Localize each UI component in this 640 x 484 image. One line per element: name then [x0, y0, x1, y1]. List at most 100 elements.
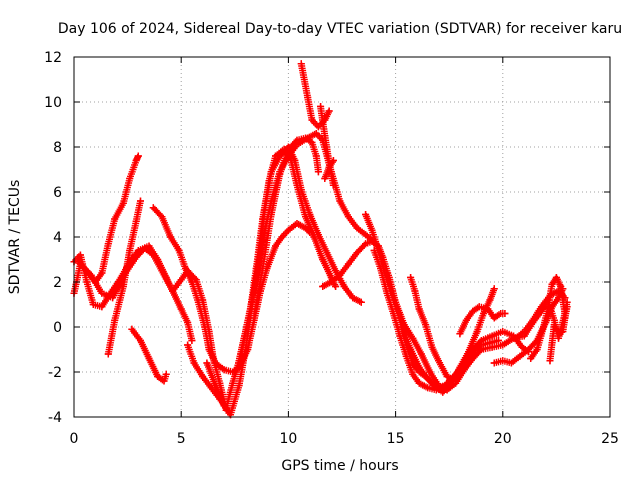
data-point — [323, 249, 331, 257]
data-point — [104, 240, 112, 248]
data-point — [89, 301, 97, 308]
data-point — [160, 377, 168, 385]
y-tick-label: 2 — [53, 275, 62, 291]
data-point — [134, 247, 142, 254]
data-point — [546, 357, 554, 365]
series-track-17 — [383, 269, 533, 392]
data-point — [557, 283, 565, 290]
series-track-24 — [546, 303, 571, 365]
data-point — [291, 157, 299, 164]
data-point — [377, 265, 385, 272]
data-point — [242, 328, 250, 335]
data-point — [188, 337, 196, 344]
data-point — [278, 233, 286, 241]
data-point — [325, 107, 333, 115]
data-point — [329, 181, 337, 189]
data-point — [134, 152, 142, 160]
series-track-11 — [297, 60, 333, 131]
data-point — [490, 285, 498, 293]
data-point — [111, 215, 119, 223]
data-point — [525, 346, 533, 353]
data-point — [488, 343, 496, 351]
data-point — [407, 274, 415, 281]
data-point — [340, 283, 348, 290]
data-point — [475, 303, 483, 311]
data-point — [119, 283, 127, 290]
data-point — [477, 337, 485, 344]
data-point — [428, 343, 436, 351]
data-point — [284, 145, 292, 153]
data-point — [297, 60, 305, 68]
data-point — [297, 186, 305, 194]
data-point — [74, 258, 82, 266]
data-point — [332, 283, 340, 290]
data-point — [312, 152, 320, 160]
data-point — [177, 305, 185, 313]
data-point — [259, 238, 267, 245]
series-track-10 — [250, 134, 322, 320]
series-track-4 — [104, 197, 144, 358]
data-point — [533, 346, 541, 353]
data-point — [302, 224, 310, 232]
data-point — [149, 204, 157, 212]
data-point — [424, 384, 432, 392]
data-point — [175, 247, 183, 254]
x-tick-label: 15 — [387, 431, 405, 447]
data-point — [407, 346, 415, 353]
data-point — [98, 269, 106, 277]
y-tick-label: -2 — [48, 365, 62, 381]
data-point — [267, 211, 275, 218]
data-point — [314, 168, 322, 176]
data-point — [212, 382, 220, 389]
data-point — [203, 359, 211, 367]
data-point — [357, 298, 365, 306]
x-tick-label: 25 — [601, 431, 619, 447]
data-point — [516, 352, 524, 360]
data-point — [158, 213, 166, 221]
data-point — [169, 287, 177, 295]
data-point — [194, 298, 202, 306]
data-point — [552, 274, 560, 281]
data-point — [126, 175, 134, 182]
data-point — [424, 375, 432, 383]
data-point — [422, 321, 430, 329]
data-point — [456, 330, 464, 338]
data-point — [111, 316, 119, 324]
data-point — [443, 373, 451, 380]
data-point — [499, 328, 507, 335]
data-point — [426, 368, 434, 376]
data-point — [220, 366, 228, 374]
data-point — [336, 271, 344, 279]
data-point — [353, 224, 361, 232]
data-point — [181, 265, 189, 272]
data-point — [205, 346, 213, 353]
x-tick-label: 0 — [70, 431, 79, 447]
data-point — [460, 359, 468, 367]
data-point — [398, 323, 406, 331]
data-point — [458, 366, 466, 374]
data-point — [417, 350, 425, 358]
data-point — [559, 328, 567, 335]
data-point — [507, 359, 515, 367]
data-point — [389, 292, 397, 299]
data-point — [136, 197, 144, 205]
data-point — [362, 240, 370, 248]
data-point — [332, 267, 340, 275]
data-point — [126, 247, 134, 254]
data-point — [98, 289, 106, 297]
data-point — [529, 316, 537, 324]
data-point — [229, 379, 237, 387]
y-tick-label: 0 — [53, 320, 62, 336]
data-point — [473, 328, 481, 335]
data-point — [188, 278, 196, 286]
data-point — [317, 103, 325, 110]
data-point — [344, 260, 352, 268]
data-point — [306, 211, 314, 218]
data-point — [561, 314, 569, 322]
data-point — [321, 132, 329, 140]
data-point — [312, 130, 320, 137]
data-point — [527, 355, 535, 362]
data-point — [220, 402, 228, 410]
